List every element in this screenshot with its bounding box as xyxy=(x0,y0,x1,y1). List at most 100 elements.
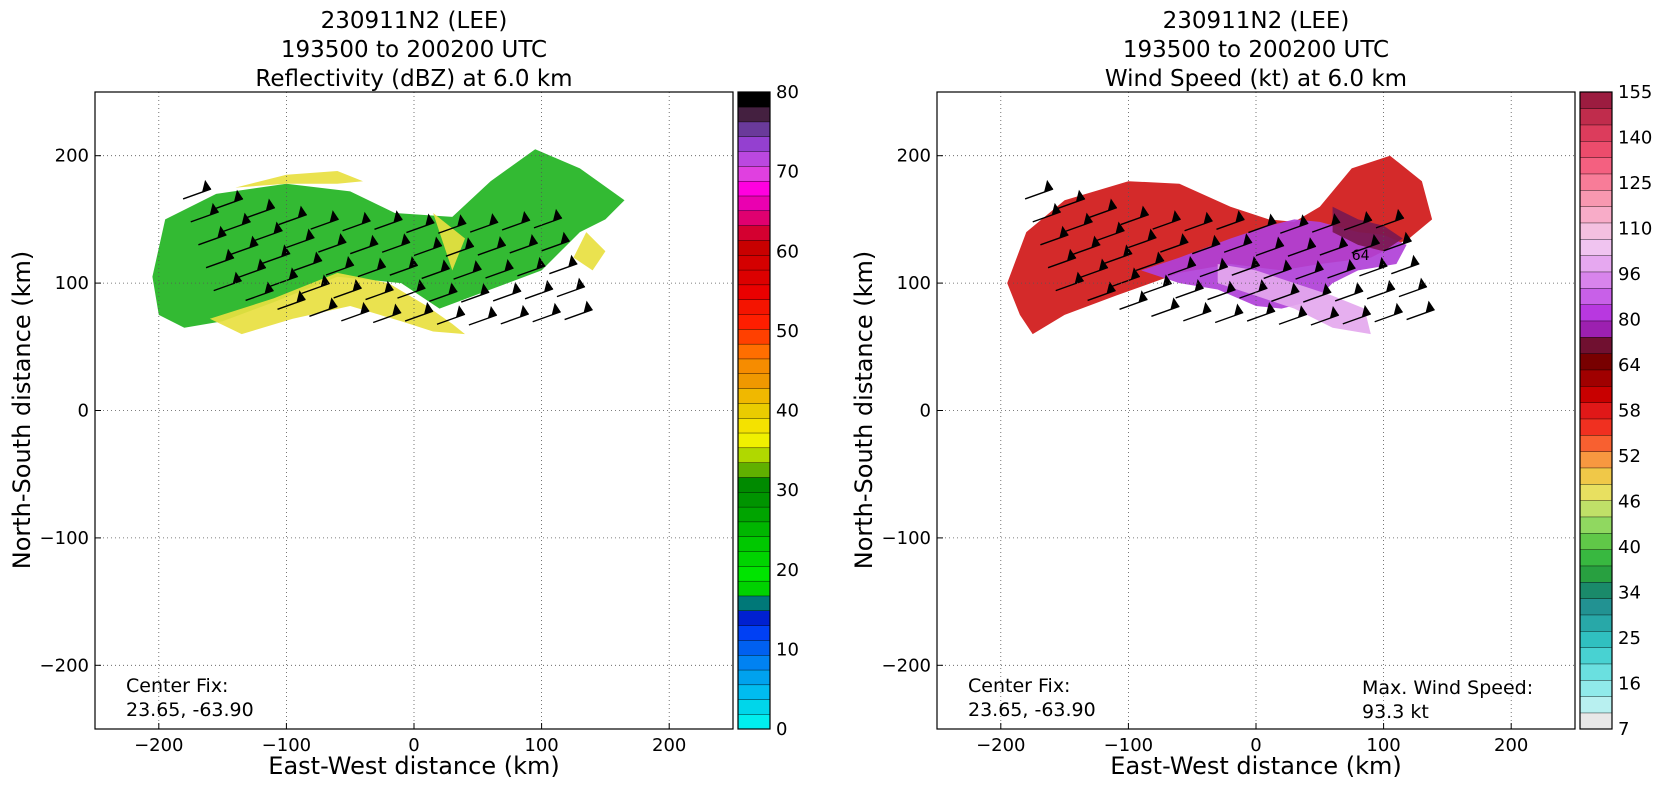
wind-barb xyxy=(1040,234,1069,246)
colorbar-bin xyxy=(1579,451,1613,469)
x-tick-label: −200 xyxy=(976,735,1025,756)
colorbar-bin xyxy=(737,669,771,686)
wind-barb-flag xyxy=(1107,198,1117,211)
colorbar-frame xyxy=(1579,91,1613,730)
wind-barb-flag xyxy=(1402,231,1412,244)
wind-barb xyxy=(1278,313,1308,325)
wind-barb-flag xyxy=(1298,305,1308,318)
wind-barb xyxy=(1175,287,1204,299)
wind-barb xyxy=(277,298,306,310)
wind-barb-flag xyxy=(360,301,370,314)
x-tick-label: 100 xyxy=(1366,735,1400,756)
wind-barb-flag xyxy=(1378,256,1388,269)
colorbar-bin xyxy=(1579,124,1613,142)
y-tick-label: 200 xyxy=(55,146,89,167)
center-fix-label: Center Fix: xyxy=(126,675,228,697)
wind-barb-flag xyxy=(551,302,561,315)
colorbar-bin xyxy=(1579,696,1613,714)
wind-barb xyxy=(1239,287,1268,299)
wind-barb xyxy=(286,236,315,249)
wind-barb xyxy=(309,305,338,317)
wind-barb xyxy=(278,213,308,226)
wind-barb-flag xyxy=(1074,271,1084,284)
wind-barb-flag xyxy=(456,305,466,318)
wind-barb-flag xyxy=(1098,258,1108,271)
y-tick-label: 100 xyxy=(897,273,931,294)
wind-barb xyxy=(1072,243,1101,256)
wind-barb-flag xyxy=(1306,237,1316,250)
wind-barb-flag xyxy=(1075,189,1085,202)
x-tick-label: 0 xyxy=(1250,735,1261,756)
wind-barb xyxy=(1398,285,1428,298)
wind-barb-flag xyxy=(1282,259,1292,272)
wind-barb xyxy=(1111,275,1141,288)
colorbar-bin xyxy=(737,136,771,152)
wind-barb xyxy=(1231,264,1261,276)
y-tick-label: 200 xyxy=(897,146,931,167)
colorbar-tick-label: 110 xyxy=(1618,219,1652,240)
wind-barb xyxy=(1351,242,1380,254)
colorbar-bin xyxy=(737,165,771,182)
colorbar-bin xyxy=(1579,598,1613,616)
colorbar-bin xyxy=(737,343,771,360)
wind-barb-flag xyxy=(296,290,306,303)
colorbar-tick-label: 125 xyxy=(1618,173,1652,194)
wind-barb xyxy=(445,245,475,257)
colorbar-tick-label: 140 xyxy=(1618,128,1652,149)
wind-barb-flag xyxy=(448,282,458,295)
wind-barb-flag xyxy=(1155,251,1165,264)
wind-barb-flag xyxy=(202,179,212,192)
wind-barb-flag xyxy=(1226,280,1236,293)
wind-barb xyxy=(1248,221,1277,234)
wind-barb xyxy=(469,221,499,233)
wind-barb xyxy=(533,217,563,229)
wind-barb xyxy=(1214,311,1244,324)
colorbar: 7 16 25 34 40 46 52 58 64 80 96 110 125 140 155 xyxy=(1579,82,1652,740)
wind-barb xyxy=(1103,252,1133,265)
wind-barb xyxy=(397,287,426,299)
colorbar-bin xyxy=(1579,206,1613,224)
wind-barb-flag xyxy=(369,234,379,247)
y-tick-label: −200 xyxy=(882,655,931,676)
colorbar-bin xyxy=(737,536,771,552)
colorbar-bin xyxy=(1579,222,1613,240)
wind-barb-flag xyxy=(1410,254,1420,267)
colorbar-bin xyxy=(737,491,771,508)
wind-barb-flag xyxy=(583,300,593,313)
wind-barb-flag xyxy=(1059,225,1069,238)
wind-barb xyxy=(461,291,490,303)
center-fix-value: 23.65, -63.90 xyxy=(968,699,1096,721)
y-tick-label: −200 xyxy=(40,655,89,676)
colorbar-frame xyxy=(737,91,771,730)
x-tick-label: 100 xyxy=(524,735,558,756)
field-region-green xyxy=(152,149,625,328)
wind-barb-flag xyxy=(1329,305,1339,318)
wind-barb xyxy=(246,206,276,219)
wind-barb-flag xyxy=(1234,303,1244,316)
wind-barb xyxy=(421,267,450,280)
wind-barb-flag xyxy=(496,236,506,249)
wind-barb xyxy=(190,211,219,223)
center-fix-value: 23.65, -63.90 xyxy=(126,699,254,721)
wind-barb-flag xyxy=(1211,234,1221,247)
wind-barb-flag xyxy=(209,202,219,215)
axis-ticks: −200 −100 0 100 200 −200 −100 0 100 200 64 xyxy=(882,146,1529,756)
colorbar-bin xyxy=(1579,157,1613,175)
colorbar-bin xyxy=(1579,516,1613,534)
wind-barb-flag xyxy=(233,189,243,202)
plot-frame-bg xyxy=(937,92,1575,729)
wind-barb xyxy=(1334,290,1364,302)
wind-barb xyxy=(1391,263,1420,275)
title-line-3: Wind Speed (kt) at 6.0 km xyxy=(1105,66,1407,92)
colorbar-bin xyxy=(1579,173,1613,191)
wind-barb xyxy=(1167,264,1197,276)
colorbar-tick-label: 96 xyxy=(1618,264,1641,285)
wind-barb-flag xyxy=(1138,290,1148,303)
colorbar-bin xyxy=(737,447,771,463)
wind-barb-flag xyxy=(1258,279,1268,292)
colorbar-bin xyxy=(737,699,771,715)
wind-barb xyxy=(214,198,244,210)
y-tick-label: 100 xyxy=(55,273,89,294)
wind-barb-flag xyxy=(384,280,394,293)
wind-barb-flag xyxy=(1106,281,1116,294)
